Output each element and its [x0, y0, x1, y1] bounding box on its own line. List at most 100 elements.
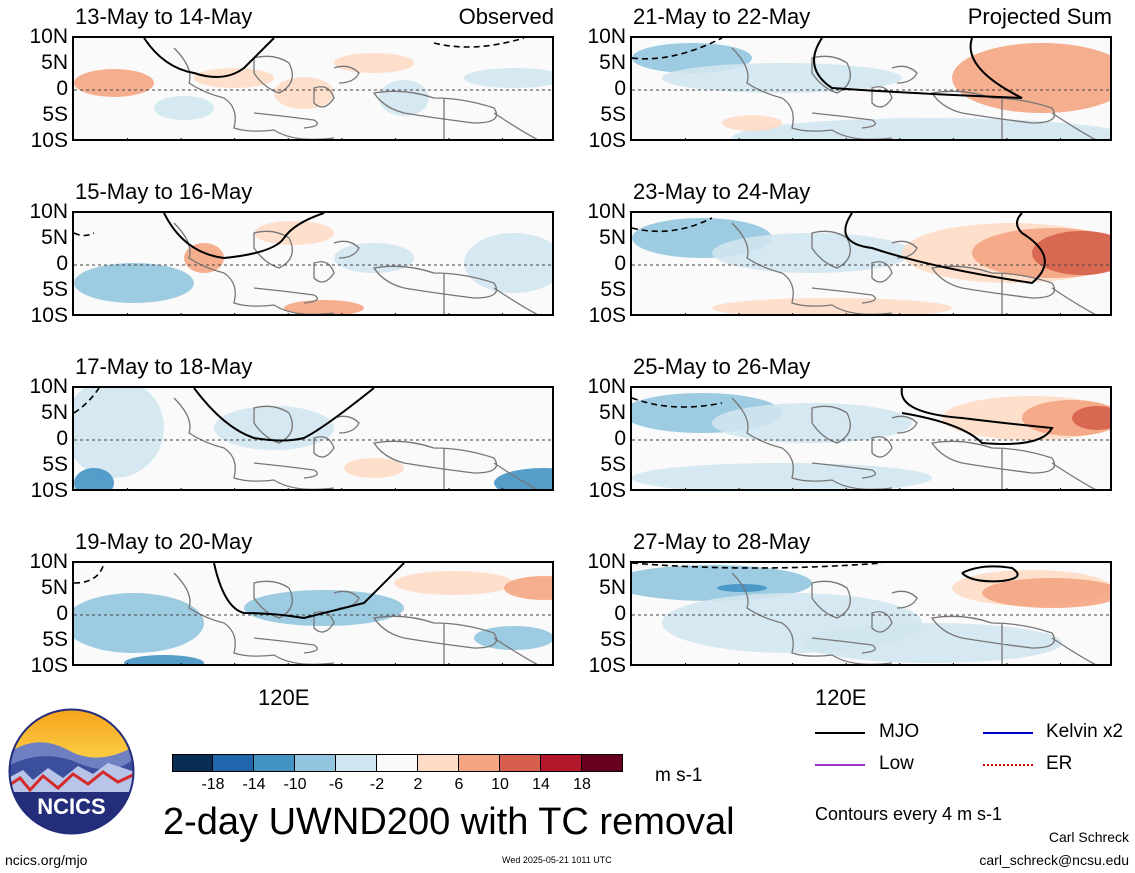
- lat-label: 10S: [30, 304, 68, 327]
- shaded-region: [344, 458, 404, 478]
- logo-text: NCICS: [37, 794, 105, 819]
- map-field: [74, 563, 552, 664]
- shaded-region: [194, 68, 274, 88]
- lat-label: 5S: [600, 453, 626, 476]
- mjo-contour-negative: [433, 38, 525, 48]
- lat-label: 10S: [30, 129, 68, 152]
- colorbar-label: -6: [328, 776, 344, 793]
- colorbar-label: 2: [413, 776, 423, 793]
- legend-er-label: ER: [1046, 753, 1073, 774]
- lat-label: 5S: [600, 103, 626, 126]
- colorbar-swatch: [500, 754, 541, 772]
- lat-label: 5N: [41, 576, 68, 599]
- lat-label: 0: [56, 77, 68, 100]
- coastline: [731, 222, 1096, 314]
- ncics-logo: NCICS: [8, 708, 135, 835]
- lat-label: 0: [614, 252, 626, 275]
- map-field: [632, 38, 1110, 139]
- lat-label: 10N: [587, 25, 626, 48]
- shaded-region: [632, 565, 812, 601]
- lat-label: 10N: [29, 550, 68, 573]
- shaded-region: [254, 221, 334, 245]
- lat-label: 10N: [29, 200, 68, 223]
- shaded-region: [214, 406, 334, 450]
- shaded-region: [952, 43, 1110, 113]
- footer-author: Carl Schreck: [1048, 829, 1129, 845]
- lat-label: 5S: [600, 278, 626, 301]
- shaded-region: [474, 626, 552, 650]
- mjo-contour: [193, 388, 375, 442]
- shaded-region: [74, 263, 194, 303]
- panel-title: 25-May to 26-May: [633, 354, 811, 379]
- lat-label: 0: [614, 427, 626, 450]
- lat-label: 0: [56, 252, 68, 275]
- mjo-contour-negative: [74, 563, 105, 584]
- lat-label: 10N: [29, 375, 68, 398]
- lat-label: 5S: [42, 453, 68, 476]
- colorbar-label: -18: [201, 776, 225, 793]
- footer-email: carl_schreck@ncsu.edu: [979, 852, 1129, 868]
- colorbar-swatch: [336, 754, 377, 772]
- coastline: [731, 397, 1096, 489]
- panel-title: 23-May to 24-May: [633, 179, 811, 204]
- colorbar-label: -2: [369, 776, 385, 793]
- shaded-region: [434, 406, 514, 430]
- colorbar-units: m s-1: [655, 765, 703, 786]
- lat-label: 0: [614, 602, 626, 625]
- lat-label: 5S: [42, 103, 68, 126]
- panel-title: 13-May to 14-May: [75, 4, 253, 29]
- lat-label: 5S: [42, 628, 68, 651]
- shaded-region: [802, 623, 1062, 663]
- lat-label: 5S: [42, 278, 68, 301]
- map-panel: [630, 386, 1112, 491]
- mjo-contour-negative: [632, 38, 723, 60]
- lat-label: 5N: [41, 51, 68, 74]
- lat-label: 10N: [587, 550, 626, 573]
- contours-note: Contours every 4 m s-1: [815, 804, 1003, 824]
- colorbar-swatch: [213, 754, 254, 772]
- coastline: [173, 572, 538, 664]
- mjo-contour: [844, 213, 1046, 285]
- colorbar-swatch: [377, 754, 418, 772]
- lon-label-left: 120E: [258, 685, 310, 710]
- shaded-region: [334, 53, 414, 73]
- lat-label: 5S: [600, 628, 626, 651]
- map-field: [74, 38, 552, 139]
- panel-tag: Projected Sum: [967, 4, 1112, 29]
- colorbar-swatch: [254, 754, 295, 772]
- coastline: [731, 572, 1096, 664]
- mjo-contour-negative: [632, 563, 883, 569]
- panel-title: 27-May to 28-May: [633, 529, 811, 554]
- colorbar-label: 10: [491, 776, 509, 793]
- map-panel: [630, 211, 1112, 316]
- mjo-contour: [813, 38, 1023, 99]
- colorbar-swatch: [172, 754, 213, 772]
- panel-title: 19-May to 20-May: [75, 529, 253, 554]
- shaded-region: [1072, 406, 1110, 430]
- legend-low-label: Low: [879, 753, 914, 774]
- lat-label: 10S: [588, 304, 626, 327]
- colorbar-label: 18: [573, 776, 591, 793]
- map-panel: [72, 561, 554, 666]
- shaded-region: [464, 68, 552, 88]
- lat-label: 5N: [599, 51, 626, 74]
- legend-er-line: [983, 764, 1033, 766]
- colorbar-label: 14: [532, 776, 550, 793]
- mjo-contour-negative: [74, 388, 100, 414]
- panel-title: 21-May to 22-May: [633, 4, 811, 29]
- coastline: [731, 47, 1096, 139]
- map-panel: [630, 36, 1112, 141]
- map-panel: [72, 211, 554, 316]
- mjo-contour: [961, 565, 1019, 583]
- lat-label: 10N: [587, 200, 626, 223]
- footer-website: ncics.org/mjo: [5, 852, 88, 868]
- lat-label: 10S: [30, 479, 68, 502]
- shaded-region: [274, 77, 334, 109]
- shaded-region: [1032, 231, 1110, 275]
- panel-title: 15-May to 16-May: [75, 179, 253, 204]
- legend-low-line: [815, 764, 865, 766]
- lat-label: 10S: [588, 479, 626, 502]
- shaded-region: [74, 388, 164, 478]
- map-panel: [72, 36, 554, 141]
- shaded-region: [722, 115, 782, 131]
